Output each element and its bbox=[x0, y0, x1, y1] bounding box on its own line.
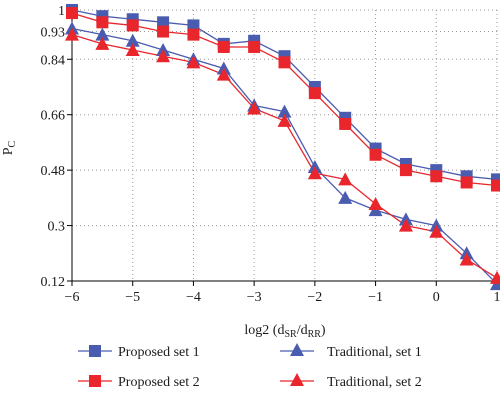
point-proposed-set-2-13 bbox=[461, 176, 473, 188]
legend-item-traditional-set-2: Traditional, set 2 bbox=[280, 373, 422, 390]
point-proposed-set-2-9 bbox=[339, 118, 351, 130]
x-axis-label-sub1: SR bbox=[284, 329, 297, 340]
x-tick-label-0: −6 bbox=[65, 290, 80, 305]
series-line-proposed-set-2 bbox=[72, 13, 497, 185]
point-proposed-set-2-5 bbox=[218, 41, 230, 53]
point-proposed-set-2-6 bbox=[248, 41, 260, 53]
point-proposed-set-2-14 bbox=[491, 180, 500, 192]
y-axis-label: PC bbox=[1, 140, 18, 155]
x-tick-label-2: −4 bbox=[186, 290, 201, 305]
y-axis-label-sub: C bbox=[7, 140, 18, 147]
x-tick-label-1: −5 bbox=[125, 290, 140, 305]
y-axis-label-main: P bbox=[1, 147, 16, 155]
x-tick-label-7: 1 bbox=[494, 290, 500, 305]
point-proposed-set-2-8 bbox=[309, 87, 321, 99]
legend-marker-traditional-set-2 bbox=[290, 373, 304, 386]
point-proposed-set-2-2 bbox=[127, 19, 139, 31]
y-tick-label-4: 0.84 bbox=[41, 53, 66, 68]
series-markers bbox=[65, 4, 500, 290]
legend-marker-proposed-set-2 bbox=[89, 375, 101, 387]
x-tick-label-3: −3 bbox=[247, 290, 262, 305]
legend-label-traditional-set-1: Traditional, set 1 bbox=[327, 345, 422, 360]
point-proposed-set-2-12 bbox=[430, 170, 442, 182]
x-axis-label-main: log2 (d bbox=[244, 323, 284, 338]
x-axis-label-sub2: RR bbox=[308, 329, 322, 340]
point-proposed-set-2-11 bbox=[400, 164, 412, 176]
legend-item-traditional-set-1: Traditional, set 1 bbox=[280, 343, 422, 360]
legend-item-proposed-set-2: Proposed set 2 bbox=[78, 375, 200, 390]
point-proposed-set-2-0 bbox=[66, 7, 78, 19]
legend-marker-proposed-set-1 bbox=[89, 345, 101, 357]
legend-label-proposed-set-2: Proposed set 2 bbox=[118, 375, 200, 390]
y-tick-label-0: 0.12 bbox=[41, 275, 66, 290]
series-line-traditional-set-2 bbox=[72, 35, 497, 278]
point-proposed-set-2-7 bbox=[279, 56, 291, 68]
y-tick-label-3: 0.66 bbox=[41, 109, 66, 124]
legend-label-traditional-set-2: Traditional, set 2 bbox=[327, 375, 422, 390]
x-axis-label: log2 (dSR/dRR) bbox=[244, 323, 326, 340]
legend-label-proposed-set-1: Proposed set 1 bbox=[118, 345, 200, 360]
legend-item-proposed-set-1: Proposed set 1 bbox=[78, 345, 200, 360]
y-tick-label-1: 0.3 bbox=[48, 220, 66, 235]
point-proposed-set-2-3 bbox=[157, 26, 169, 38]
series-line-proposed-set-1 bbox=[72, 10, 497, 179]
x-tick-label-4: −2 bbox=[307, 290, 322, 305]
point-traditional-set-2-14 bbox=[490, 271, 500, 284]
legend: Proposed set 1 Proposed set 2 Traditiona… bbox=[78, 343, 422, 390]
point-traditional-set-2-10 bbox=[369, 197, 383, 210]
y-tick-label-5: 0.93 bbox=[41, 26, 66, 41]
point-proposed-set-2-4 bbox=[187, 29, 199, 41]
x-axis-label-end: ) bbox=[321, 323, 326, 338]
point-proposed-set-2-10 bbox=[370, 149, 382, 161]
point-proposed-set-2-1 bbox=[96, 16, 108, 28]
legend-marker-traditional-set-1 bbox=[290, 343, 304, 356]
x-tick-label-5: −1 bbox=[368, 290, 383, 305]
x-tick-label-6: 0 bbox=[433, 290, 440, 305]
x-axis-label-mid: /d bbox=[297, 323, 308, 338]
y-tick-label-2: 0.48 bbox=[41, 164, 66, 179]
y-tick-label-6: 1 bbox=[58, 4, 65, 19]
